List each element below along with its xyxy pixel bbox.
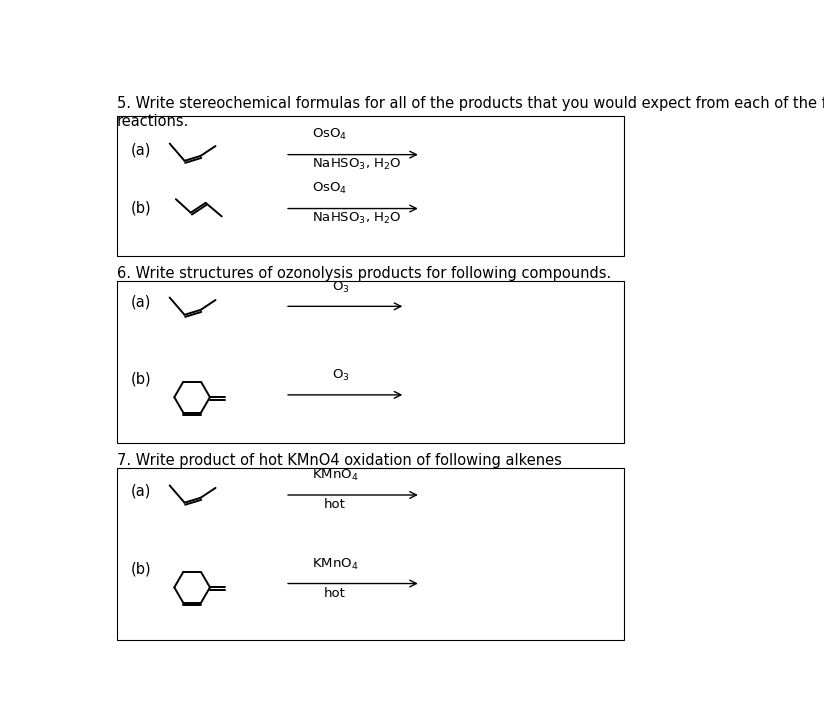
Text: (a): (a) xyxy=(131,484,152,498)
Bar xyxy=(117,116,624,256)
Text: (a): (a) xyxy=(131,143,152,157)
Text: $\mathregular{KMnO_4}$: $\mathregular{KMnO_4}$ xyxy=(312,557,358,572)
Text: (b): (b) xyxy=(131,562,152,577)
Text: $\mathregular{O_3}$: $\mathregular{O_3}$ xyxy=(331,369,349,383)
Text: $\mathregular{O_3}$: $\mathregular{O_3}$ xyxy=(331,279,349,295)
Text: 7. Write product of hot KMnO4 oxidation of following alkenes: 7. Write product of hot KMnO4 oxidation … xyxy=(117,452,562,468)
Text: $\mathregular{NaHSO_3}$, $\mathregular{H_2O}$: $\mathregular{NaHSO_3}$, $\mathregular{H… xyxy=(312,157,402,172)
Text: $\mathregular{NaHSO_3}$, $\mathregular{H_2O}$: $\mathregular{NaHSO_3}$, $\mathregular{H… xyxy=(312,211,402,226)
Text: 5. Write stereochemical formulas for all of the products that you would expect f: 5. Write stereochemical formulas for all… xyxy=(117,96,824,129)
Bar xyxy=(117,281,624,442)
Text: $\mathregular{KMnO_4}$: $\mathregular{KMnO_4}$ xyxy=(312,468,358,484)
Text: (b): (b) xyxy=(131,201,152,216)
Text: $\mathregular{OsO_4}$: $\mathregular{OsO_4}$ xyxy=(312,181,348,196)
Text: hot: hot xyxy=(324,586,346,599)
Text: (a): (a) xyxy=(131,295,152,310)
Text: $\mathregular{OsO_4}$: $\mathregular{OsO_4}$ xyxy=(312,127,348,143)
Bar xyxy=(117,468,624,640)
Text: (b): (b) xyxy=(131,372,152,387)
Text: 6. Write structures of ozonolysis products for following compounds.: 6. Write structures of ozonolysis produc… xyxy=(117,266,611,280)
Text: hot: hot xyxy=(324,498,346,511)
